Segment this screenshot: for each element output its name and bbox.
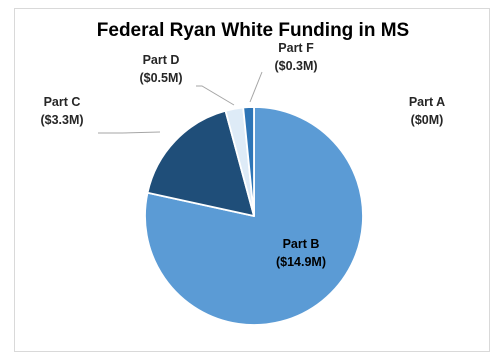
leader-line-part-d: [196, 85, 235, 106]
slice-value-part-a: ($0M): [411, 113, 444, 127]
pie-slice-part-c: [146, 109, 255, 217]
slice-value-part-b: ($14.9M): [276, 255, 326, 269]
leader-line-part-c: [98, 131, 161, 134]
slice-label-part-f: Part F: [278, 41, 314, 55]
chart-title: Federal Ryan White Funding in MS: [96, 20, 410, 41]
leader-line-part-f: [249, 71, 263, 103]
slice-label-part-c: Part C: [44, 95, 81, 109]
slice-label-part-b: Part B: [283, 237, 320, 251]
slice-label-part-d: Part D: [143, 53, 180, 67]
slice-value-part-c: ($3.3M): [40, 113, 83, 127]
pie-slice-part-f: [242, 106, 255, 217]
slice-label-part-a: Part A: [409, 95, 445, 109]
slice-value-part-f: ($0.3M): [274, 59, 317, 73]
slice-value-part-d: ($0.5M): [139, 71, 182, 85]
